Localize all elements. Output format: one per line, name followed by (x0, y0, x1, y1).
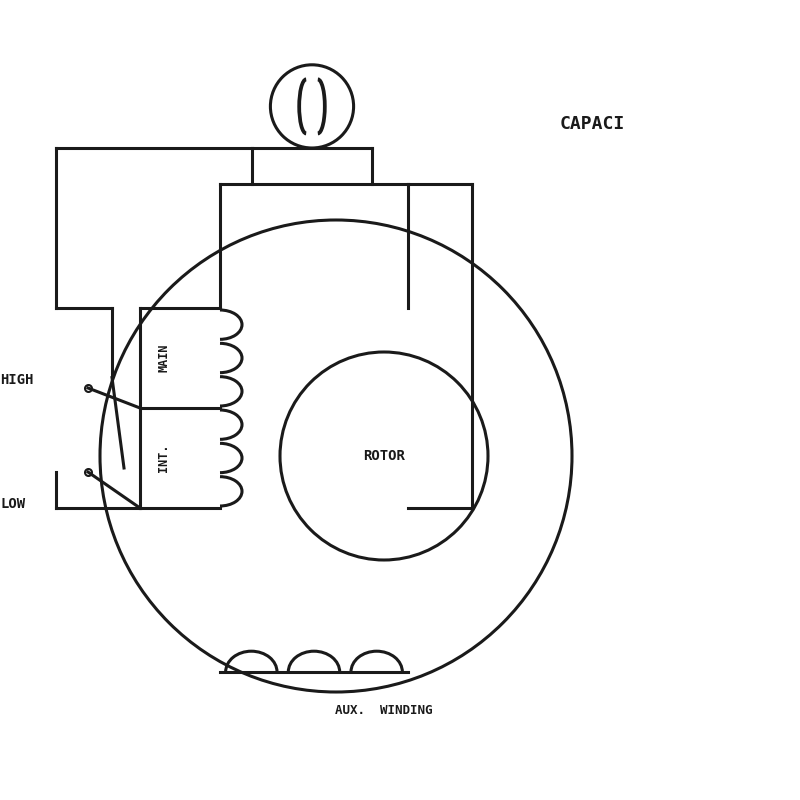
Text: INT.: INT. (158, 444, 170, 472)
Text: MAIN: MAIN (158, 344, 170, 372)
Text: CAPACI: CAPACI (560, 115, 626, 133)
Text: HIGH: HIGH (0, 373, 34, 387)
Text: LOW: LOW (0, 497, 25, 511)
Text: ROTOR: ROTOR (363, 449, 405, 463)
Text: AUX.  WINDING: AUX. WINDING (335, 704, 433, 717)
